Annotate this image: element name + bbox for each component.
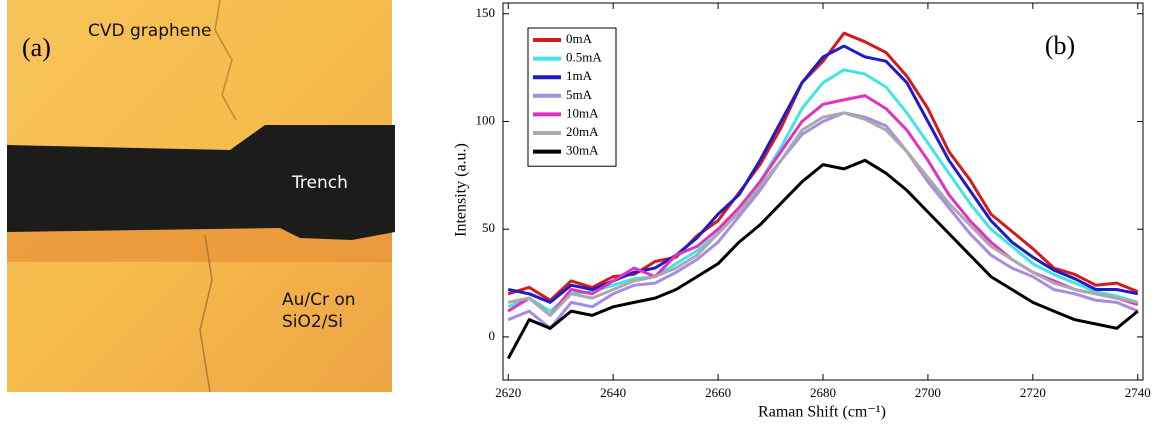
- legend-label: 0.5mA: [566, 50, 602, 65]
- legend: 0mA 0.5mA 1mA 5mA 10mA 20mA 30mA: [527, 27, 617, 167]
- legend-label: 20mA: [566, 124, 599, 139]
- annotation: Au/Cr on: [282, 290, 356, 310]
- x-tick-label: 2700: [915, 385, 941, 400]
- x-axis-label: Raman Shift (cm⁻¹): [758, 404, 886, 421]
- legend-label: 30mA: [566, 143, 599, 158]
- series-line: [507, 68, 1139, 313]
- legend-label: 10mA: [566, 105, 599, 120]
- x-tick-label: 2720: [1020, 385, 1046, 400]
- legend-label: 1mA: [566, 68, 593, 83]
- legend-label: 5mA: [566, 87, 593, 102]
- panel-label: (b): [1045, 31, 1075, 60]
- y-tick-label: 50: [482, 220, 495, 235]
- trench: [7, 125, 395, 240]
- y-tick-label: 150: [476, 5, 496, 20]
- legend-label: 0mA: [566, 31, 593, 46]
- series-line: [507, 31, 1139, 302]
- x-tick-label: 2740: [1125, 385, 1151, 400]
- series-line: [507, 111, 1139, 317]
- y-axis-label: Intensity (a.u.): [453, 143, 470, 237]
- x-tick-label: 2660: [705, 385, 731, 400]
- y-tick-label: 100: [476, 112, 496, 127]
- micrograph: (a) CVD graphene Trench Au/Cr on SiO2/Si: [7, 0, 395, 393]
- annotation: CVD graphene: [88, 21, 211, 41]
- x-tick-label: 2680: [810, 385, 836, 400]
- panel-label: (a): [22, 33, 51, 62]
- chart: (b) Raman Shift (cm⁻¹) Intensity (a.u.) …: [453, 2, 1151, 421]
- series-line: [506, 158, 1139, 360]
- annotation: Trench: [291, 173, 348, 193]
- series-line: [507, 111, 1139, 330]
- x-tick-label: 2620: [495, 385, 521, 400]
- lower-edge-band: [7, 228, 392, 262]
- graphene-edge: [199, 234, 213, 393]
- annotation: SiO2/Si: [282, 312, 343, 332]
- y-tick-label: 0: [489, 328, 496, 343]
- graphene-edge: [214, 0, 237, 121]
- x-tick-label: 2640: [600, 385, 626, 400]
